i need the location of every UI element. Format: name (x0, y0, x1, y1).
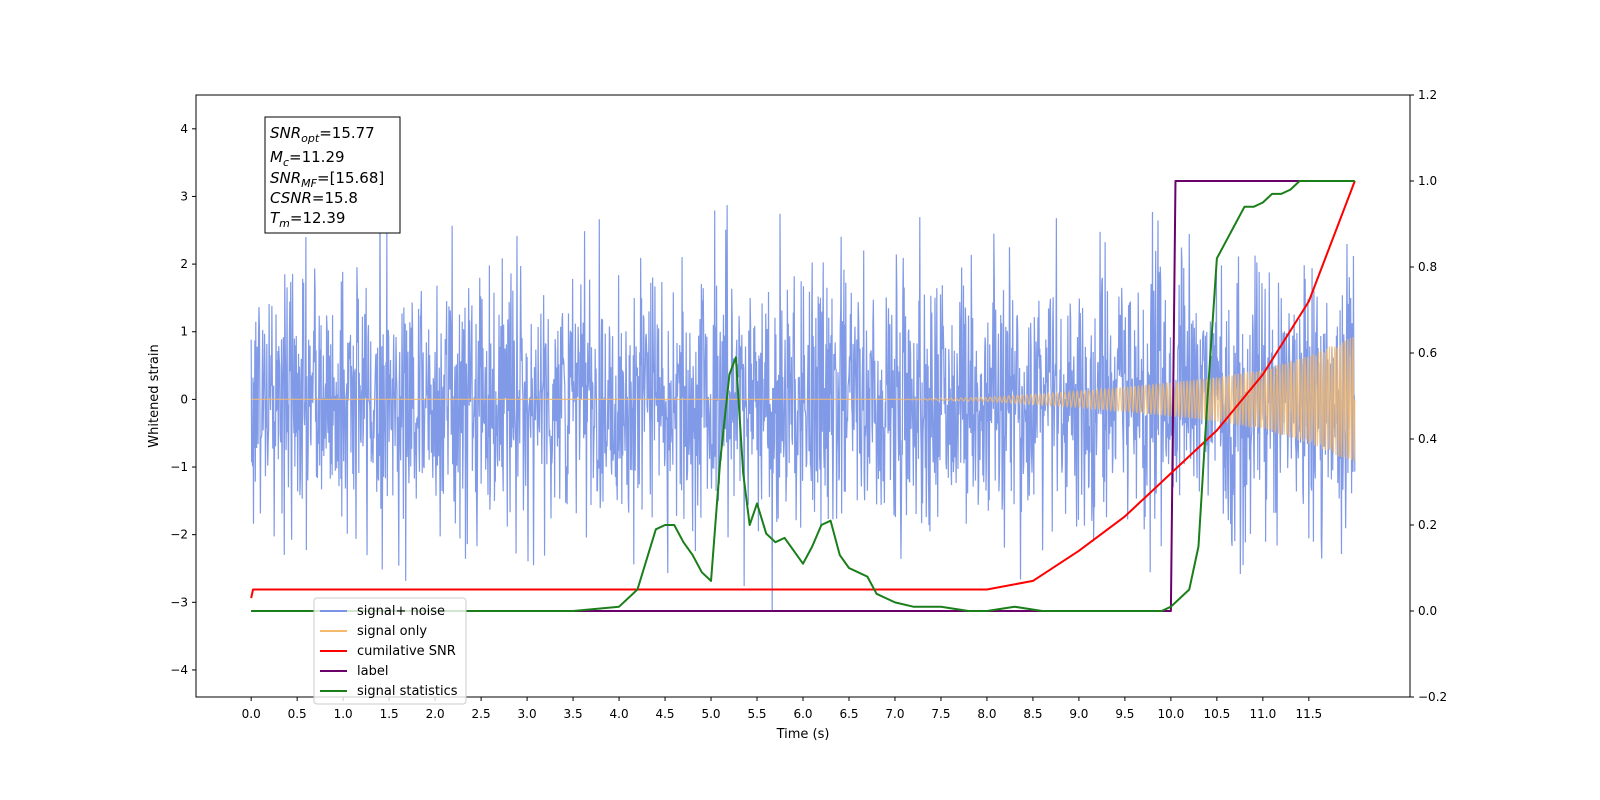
y-right-tick-label: 0.6 (1418, 346, 1437, 360)
x-tick-label: 1.5 (380, 707, 399, 721)
x-tick-label: 10.5 (1204, 707, 1231, 721)
x-tick-label: 6.0 (793, 707, 812, 721)
info-line-tm: Tm=12.39 (270, 209, 345, 230)
series-label-line (251, 180, 1309, 612)
y-right-tick-label: 1.0 (1418, 174, 1437, 188)
y-right-tick-label: 0.8 (1418, 260, 1437, 274)
y-left-tick-label: −2 (170, 528, 188, 542)
info-rest: =11.29 (289, 148, 345, 166)
legend-label-signal-statistics: signal statistics (357, 684, 458, 699)
info-rest: =[15.68] (317, 169, 384, 187)
legend: signal+ noise signal only cumilative SNR… (313, 597, 467, 705)
info-line-snr-opt: SNRopt=15.77 (270, 124, 375, 145)
x-tick-label: 6.5 (839, 707, 858, 721)
x-tick-label: 5.0 (701, 707, 720, 721)
x-tick-label: 8.5 (1023, 707, 1042, 721)
info-line-csnr: CSNR=15.8 (270, 189, 358, 207)
y-axis-label: Whitened strain (147, 344, 162, 447)
info-rest: =15.8 (312, 189, 358, 207)
info-main: CSNR (270, 189, 312, 207)
x-tick-label: 4.5 (655, 707, 674, 721)
legend-label-signal-only: signal only (357, 624, 427, 639)
info-line-snr-mf: SNRMF=[15.68] (270, 169, 384, 190)
y-left-tick-label: −1 (170, 460, 188, 474)
info-rest: =15.77 (319, 124, 375, 142)
x-tick-label: 5.5 (747, 707, 766, 721)
y-right-tick-label: 1.2 (1418, 88, 1437, 102)
y-right-tick-label: 0.4 (1418, 432, 1437, 446)
y-left-tick-label: 3 (180, 189, 188, 203)
info-sub: opt (301, 132, 320, 145)
y-left-tick-label: 0 (180, 392, 188, 406)
x-tick-label: 7.5 (931, 707, 950, 721)
info-sub: MF (301, 177, 317, 190)
ticks-layer: 0.0 0.5 1.0 1.5 2.0 2.5 3.0 3.5 4.0 4.5 5.0 5.5 6.0 6… (170, 88, 1447, 721)
x-tick-label: 3.0 (518, 707, 537, 721)
x-tick-label: 11.0 (1249, 707, 1276, 721)
info-box: SNRopt=15.77 Mc=11.29 SNRMF=[15.68] CSNR… (264, 116, 401, 234)
info-rest: =12.39 (290, 209, 346, 227)
info-box-frame (264, 116, 401, 234)
info-sub: c (283, 156, 289, 169)
series-signal-statistics-line (251, 180, 1355, 612)
x-tick-label: 0.5 (288, 707, 307, 721)
x-tick-label: 8.0 (977, 707, 996, 721)
info-main: SNR (270, 169, 301, 187)
info-main: M (270, 148, 283, 166)
legend-frame (313, 597, 467, 705)
x-tick-label: 9.5 (1115, 707, 1134, 721)
legend-label-cumulative-snr: cumilative SNR (357, 644, 456, 659)
y-left-tick-label: −3 (170, 595, 188, 609)
y-right-tick-label: −0.2 (1418, 690, 1447, 704)
x-tick-label: 1.0 (334, 707, 353, 721)
legend-label-label: label (357, 664, 388, 679)
x-tick-label: 2.0 (426, 707, 445, 721)
x-tick-label: 9.0 (1069, 707, 1088, 721)
series-cumulative-snr-line (250, 180, 1356, 599)
info-main: T (270, 209, 281, 227)
x-tick-label: 0.0 (242, 707, 261, 721)
info-line-mc: Mc=11.29 (270, 148, 345, 169)
x-tick-label: 11.5 (1295, 707, 1322, 721)
x-tick-label: 7.0 (885, 707, 904, 721)
y-left-tick-label: 4 (180, 122, 188, 136)
x-tick-label: 4.0 (610, 707, 629, 721)
x-tick-label: 2.5 (472, 707, 491, 721)
y-right-tick-label: 0.2 (1418, 518, 1437, 532)
series-signal-only-line (251, 337, 1356, 462)
x-tick-label: 10.0 (1158, 707, 1185, 721)
y-right-tick-label: 0.0 (1418, 604, 1437, 618)
x-tick-label: 3.5 (564, 707, 583, 721)
y-left-tick-label: −4 (170, 663, 188, 677)
y-left-tick-label: 2 (180, 257, 188, 271)
plot-layer (250, 180, 1356, 612)
info-sub: m (279, 217, 290, 230)
y-left-tick-label: 1 (180, 325, 188, 339)
info-main: SNR (270, 124, 301, 142)
x-axis-label: Time (s) (776, 727, 830, 742)
legend-label-signal-noise: signal+ noise (357, 604, 445, 619)
